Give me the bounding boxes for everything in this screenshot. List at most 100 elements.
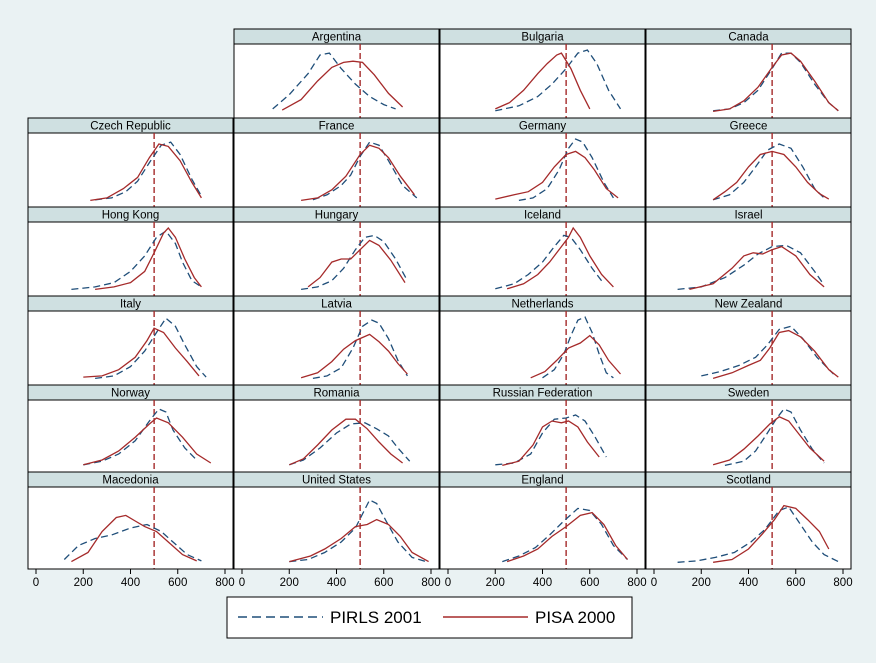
x-tick-label: 200	[74, 577, 93, 589]
series-line-pisa-2000	[502, 420, 600, 467]
series-line-pirls-2001	[83, 408, 198, 466]
x-tick-label: 200	[692, 577, 711, 589]
panel-israel: Israel	[645, 206, 852, 297]
series-line-pisa-2000	[506, 511, 628, 563]
series-line-pisa-2000	[281, 60, 404, 111]
panel-title: Macedonia	[102, 475, 159, 487]
panel-plot-area	[27, 399, 234, 473]
series-line-pirls-2001	[312, 141, 418, 201]
panel-france: France	[233, 117, 440, 208]
series-line-pisa-2000	[530, 334, 621, 379]
series-line-pirls-2001	[495, 49, 622, 112]
panel-title: Greece	[730, 121, 768, 133]
panel-title: France	[319, 121, 355, 133]
series-line-pirls-2001	[677, 506, 839, 563]
panel-title: Germany	[519, 121, 567, 133]
series-line-pisa-2000	[495, 150, 619, 200]
panel-plot-area	[233, 399, 440, 473]
series-line-pirls-2001	[712, 143, 825, 201]
panel-czech-republic: Czech Republic	[27, 117, 234, 208]
panel-plot-area	[27, 486, 234, 570]
series-line-pisa-2000	[307, 239, 406, 288]
series-line-pirls-2001	[95, 317, 207, 380]
panel-title: Czech Republic	[90, 121, 171, 133]
x-tick-label: 0	[239, 577, 245, 589]
series-line-pirls-2001	[495, 414, 607, 466]
panel-title: Canada	[728, 32, 769, 44]
panel-bulgaria: Bulgaria	[439, 28, 646, 119]
series-line-pirls-2001	[301, 234, 408, 291]
panel-title: Hong Kong	[102, 210, 160, 222]
panel-united-states: United States	[233, 471, 440, 570]
series-line-pirls-2001	[289, 422, 411, 466]
series-line-pirls-2001	[71, 230, 202, 291]
panel-plot-area	[27, 221, 234, 297]
series-line-pisa-2000	[301, 144, 416, 202]
panel-plot-area	[233, 43, 440, 119]
panel-plot-area	[645, 310, 852, 386]
panel-romania: Romania	[233, 384, 440, 473]
x-axis-col-2: 0 200 400 600 800	[234, 568, 441, 589]
panel-plot-area	[645, 132, 852, 208]
panel-plot-area	[439, 132, 646, 208]
x-tick-label: 800	[215, 577, 234, 589]
panel-title: United States	[302, 475, 371, 487]
series-line-pirls-2001	[312, 319, 408, 380]
series-line-pirls-2001	[272, 52, 396, 110]
panel-hong-kong: Hong Kong	[27, 206, 234, 297]
panel-title: Latvia	[321, 299, 352, 311]
x-tick-label: 200	[280, 577, 299, 589]
panel-netherlands: Netherlands	[439, 295, 646, 386]
panel-title: Hungary	[315, 210, 359, 222]
x-tick-label: 400	[533, 577, 552, 589]
x-tick-label: 400	[327, 577, 346, 589]
panel-plot-area	[233, 486, 440, 570]
panel-title: Israel	[734, 210, 762, 222]
panel-title: Norway	[111, 388, 150, 400]
panel-sweden: Sweden	[645, 384, 852, 473]
panel-plot-area	[439, 43, 646, 119]
panel-plot-area	[645, 221, 852, 297]
panel-plot-area	[439, 310, 646, 386]
series-line-pisa-2000	[713, 504, 830, 563]
panel-title: New Zealand	[715, 299, 783, 311]
series-line-pirls-2001	[289, 499, 429, 563]
series-line-pisa-2000	[83, 417, 212, 466]
panel-plot-area	[645, 486, 852, 570]
legend: PIRLS 2001 PISA 2000	[226, 596, 633, 639]
series-line-pirls-2001	[495, 234, 605, 290]
panel-plot-area	[439, 486, 646, 570]
series-line-pirls-2001	[63, 523, 202, 562]
panel-plot-area	[233, 132, 440, 208]
series-line-pirls-2001	[518, 138, 614, 202]
x-axis-col-3: 0 200 400 600 800	[440, 568, 647, 589]
panel-title: Scotland	[726, 475, 771, 487]
panel-title: Argentina	[312, 32, 362, 44]
panel-greece: Greece	[645, 117, 852, 208]
series-line-pisa-2000	[689, 245, 825, 291]
x-tick-label: 800	[627, 577, 646, 589]
legend-label-pirls-2001: PIRLS 2001	[330, 608, 422, 627]
series-line-pirls-2001	[701, 325, 834, 377]
panel-russian-federation: Russian Federation	[439, 384, 646, 473]
panel-title: Russian Federation	[493, 388, 593, 400]
panel-plot-area	[233, 221, 440, 297]
series-line-pisa-2000	[712, 150, 830, 201]
panel-argentina: Argentina	[233, 28, 440, 119]
panel-title: Sweden	[728, 388, 770, 400]
x-tick-label: 800	[833, 577, 852, 589]
series-line-pirls-2001	[95, 141, 202, 201]
panel-scotland: Scotland	[645, 471, 852, 570]
series-line-pisa-2000	[506, 226, 614, 290]
panel-title: Iceland	[524, 210, 561, 222]
panels: Argentina Bulgaria Canada Czech Republic Fra…	[27, 28, 852, 570]
panel-title: Bulgaria	[521, 32, 564, 44]
x-tick-label: 600	[168, 577, 187, 589]
panel-england: England	[439, 471, 646, 570]
legend-label-pisa-2000: PISA 2000	[535, 608, 615, 627]
x-tick-label: 200	[486, 577, 505, 589]
panel-macedonia: Macedonia	[27, 471, 234, 570]
panel-title: Italy	[120, 299, 141, 311]
series-line-pisa-2000	[95, 226, 202, 291]
